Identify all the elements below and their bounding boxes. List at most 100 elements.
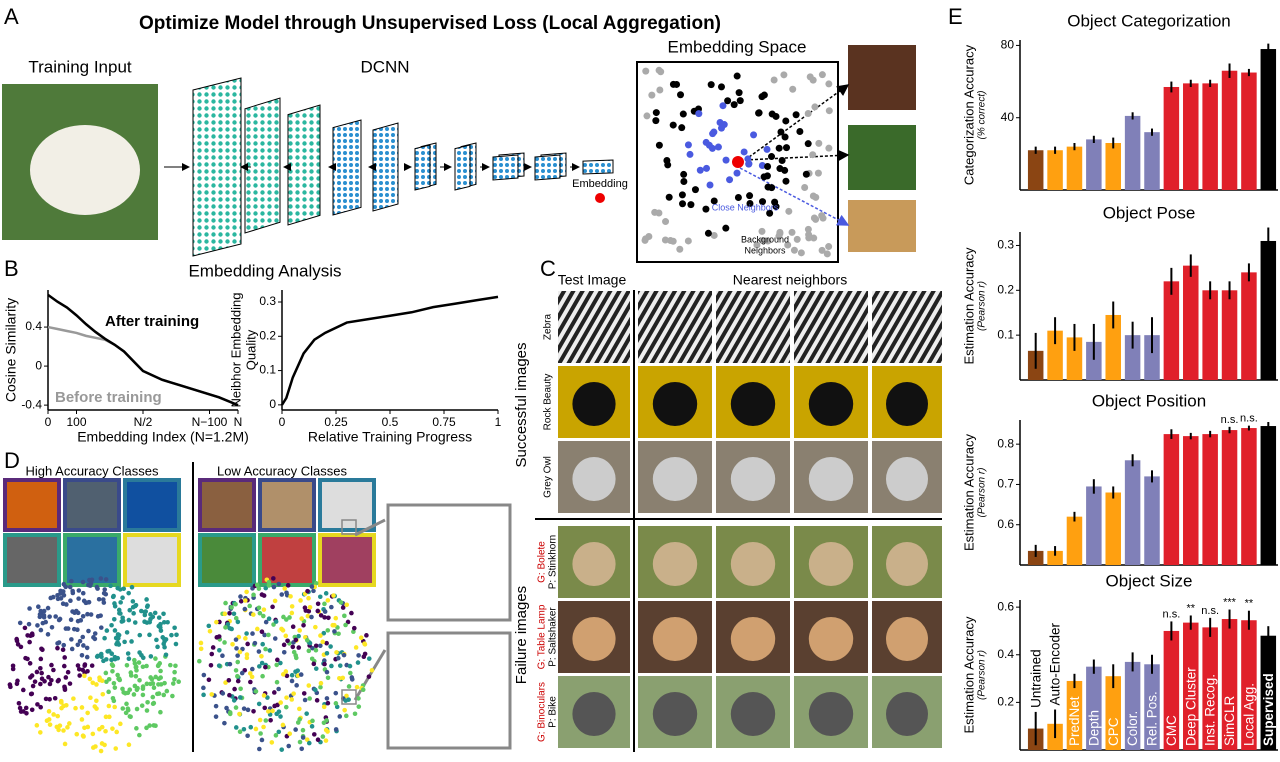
point: [677, 91, 685, 99]
point: [366, 674, 372, 679]
point: [110, 726, 115, 731]
point: [669, 237, 677, 245]
point: [289, 678, 295, 684]
point: [88, 612, 94, 617]
point: [127, 607, 133, 613]
label: Embedding Space: [668, 37, 807, 56]
point: [825, 107, 833, 115]
point: [85, 710, 90, 716]
y-tick-label: 0.7: [997, 477, 1014, 491]
bar: [1163, 434, 1180, 565]
point: [661, 236, 669, 244]
point: [337, 714, 343, 719]
image-grid: Zebra Rock Beauty Grey Owl G: Bolete P: Stin…: [537, 291, 942, 748]
point: [15, 642, 21, 647]
point: [329, 663, 334, 669]
photo: [848, 200, 916, 252]
point: [814, 169, 822, 177]
point: [209, 651, 215, 657]
bar: [1124, 335, 1141, 380]
point: [139, 703, 145, 708]
point: [110, 668, 115, 674]
point: [38, 665, 43, 671]
figure-title: Optimize Model through Unsupervised Loss…: [139, 13, 721, 34]
row-label: P: Stinkhorn: [548, 535, 559, 589]
point: [259, 660, 265, 666]
point: [110, 663, 116, 669]
point: [237, 729, 243, 735]
point: [125, 651, 131, 656]
point: [263, 664, 268, 670]
point: [295, 720, 301, 725]
point: [68, 617, 74, 622]
point: [328, 644, 333, 649]
point: [278, 714, 283, 719]
point: [342, 707, 347, 713]
point: [147, 619, 153, 625]
bar: [1047, 550, 1063, 565]
point: [27, 661, 33, 666]
photo-subject: [572, 382, 616, 426]
point: [300, 727, 306, 733]
x-tick-label: PredNet: [1067, 696, 1082, 746]
photo-subject: [572, 617, 616, 661]
point: [304, 711, 309, 716]
point: [216, 663, 222, 668]
point: [262, 632, 267, 638]
point: [278, 660, 283, 666]
point: [92, 631, 98, 636]
point: [349, 677, 355, 682]
point: [324, 696, 330, 701]
point: [299, 616, 304, 621]
layer: [582, 159, 614, 175]
point: [332, 622, 337, 628]
point: [75, 642, 81, 648]
bar: [1221, 290, 1238, 380]
point: [144, 725, 149, 731]
point: [21, 687, 26, 693]
point: [709, 130, 717, 138]
significance: n.s.: [1221, 414, 1239, 426]
point: [261, 693, 267, 698]
point: [322, 601, 327, 607]
bar: [1105, 143, 1121, 190]
point: [272, 636, 278, 641]
point: [254, 582, 260, 588]
bar: [1163, 86, 1180, 190]
point: [132, 657, 137, 663]
point: [294, 683, 299, 688]
point: [285, 638, 290, 644]
point: [322, 661, 327, 667]
point: [257, 746, 262, 752]
point: [227, 625, 232, 631]
point: [104, 628, 110, 633]
point: [733, 72, 741, 80]
point: [103, 670, 109, 676]
point: [680, 177, 688, 185]
point: [253, 689, 259, 694]
x-tick-label: Deep Cluster: [1183, 667, 1198, 746]
point: [233, 637, 239, 642]
point: [280, 672, 286, 677]
point: [321, 630, 327, 636]
point: [137, 632, 143, 638]
point: [241, 706, 247, 711]
label: Neighbors: [744, 245, 786, 255]
point: [130, 599, 136, 604]
significance: n.s.: [1240, 413, 1258, 425]
photo: [848, 45, 916, 110]
panel-title: Embedding Analysis: [188, 261, 341, 280]
bar: [1086, 486, 1102, 565]
y-axis-label: Cosine Similarity: [3, 298, 19, 402]
point: [810, 234, 818, 242]
point: [61, 642, 67, 648]
point: [241, 726, 247, 732]
point: [144, 708, 150, 713]
point: [291, 649, 297, 655]
point: [347, 663, 353, 669]
point: [62, 741, 68, 747]
point: [39, 646, 44, 652]
point: [51, 667, 56, 673]
point: [261, 607, 267, 612]
point: [714, 143, 722, 151]
